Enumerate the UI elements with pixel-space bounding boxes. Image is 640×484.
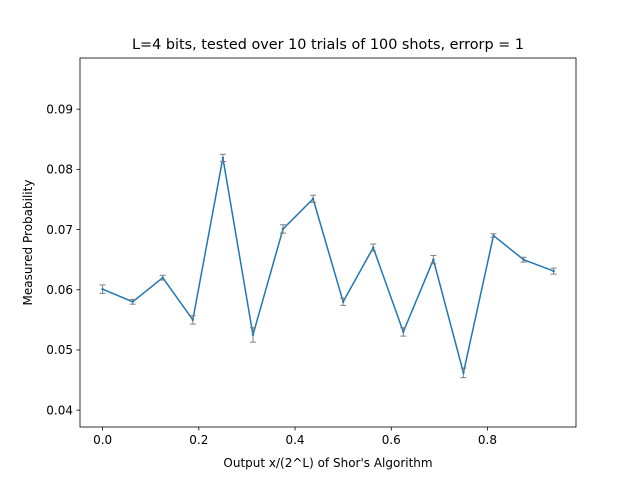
x-tick-label: 0.6 [382, 433, 401, 447]
y-axis-label: Measured Probability [21, 180, 35, 306]
data-point [251, 333, 255, 337]
y-tick-label: 0.06 [46, 283, 73, 297]
y-tick-label: 0.05 [46, 343, 73, 357]
series-line [102, 157, 554, 374]
plot-area [99, 153, 557, 379]
data-point [522, 258, 525, 261]
data-point [311, 197, 315, 201]
y-tick-label: 0.08 [46, 163, 73, 177]
y-tick-label: 0.07 [46, 223, 73, 237]
data-point [191, 318, 195, 322]
data-point [131, 300, 134, 303]
y-tick-label: 0.09 [46, 102, 73, 116]
y-tick-label: 0.04 [46, 403, 73, 417]
data-point [432, 258, 435, 261]
data-point [221, 156, 225, 160]
data-point [372, 246, 375, 249]
data-point [161, 276, 164, 279]
y-axis: 0.04 0.05 0.06 0.07 0.08 0.09 [46, 102, 80, 417]
x-tick-label: 0.4 [285, 433, 304, 447]
data-point [552, 269, 555, 273]
plot-frame [79, 57, 577, 428]
x-axis-label: Output x/(2^L) of Shor's Algorithm [223, 456, 432, 470]
data-point [281, 227, 285, 231]
chart-title: L=4 bits, tested over 10 trials of 100 s… [132, 37, 524, 53]
data-point [101, 287, 104, 291]
data-point [341, 300, 345, 303]
x-tick-label: 0.8 [478, 433, 497, 447]
data-point [402, 330, 405, 334]
x-tick-label: 0.0 [93, 433, 112, 447]
data-point [492, 234, 495, 237]
data-point [462, 371, 465, 375]
x-axis: 0.0 0.2 0.4 0.6 0.8 [93, 427, 497, 447]
x-tick-label: 0.2 [189, 433, 208, 447]
